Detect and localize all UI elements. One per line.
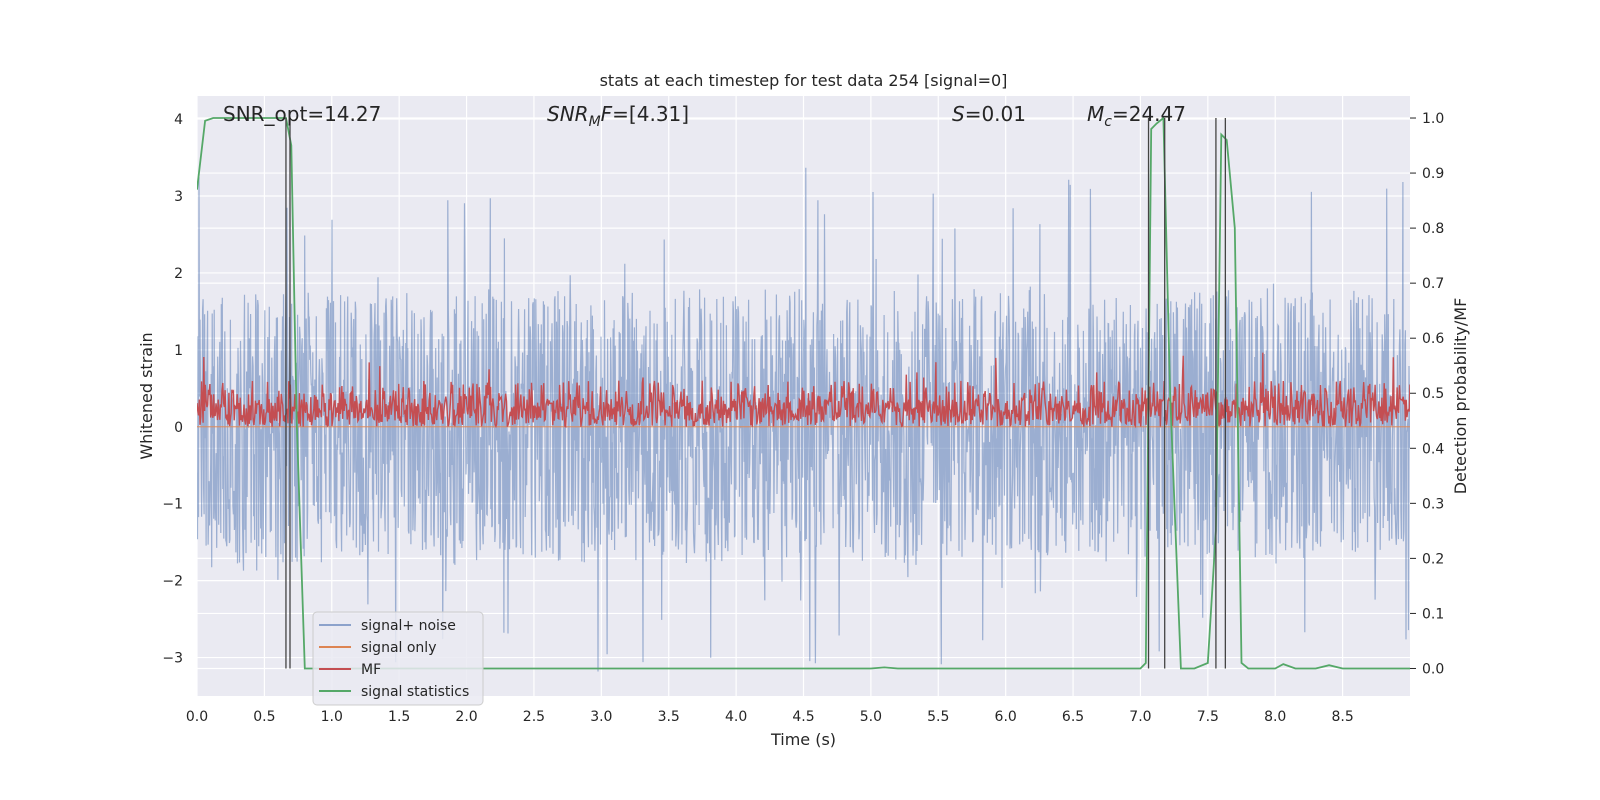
- y-tick-label: 4: [174, 112, 183, 128]
- y2-tick-label: 0.5: [1422, 386, 1444, 402]
- x-tick-label: 7.0: [1129, 709, 1151, 725]
- series-signal-statistics: [197, 116, 1410, 670]
- x-axis-label: Time (s): [770, 730, 836, 749]
- y-axis-label: Whitened strain: [137, 332, 156, 459]
- x-tick-label: 6.5: [1062, 709, 1084, 725]
- y-tick-label: 2: [174, 266, 183, 282]
- annotation-s-value: =0.01: [965, 102, 1026, 126]
- x-tick-label: 8.0: [1264, 709, 1286, 725]
- y-tick-label: −3: [162, 651, 183, 667]
- x-tick-label: 4.5: [792, 709, 814, 725]
- annotation-snr-mf-sub: M: [589, 114, 601, 130]
- annotation-mc-sub: c: [1104, 114, 1112, 130]
- annotation-snr-mf-italic2: F: [601, 102, 613, 126]
- x-tick-label: 0.0: [186, 709, 208, 725]
- annotation-mc-italic: M: [1087, 102, 1104, 126]
- x-tick-label: 8.5: [1331, 709, 1353, 725]
- series-signal-noise: [197, 167, 1410, 672]
- x-tick-label: 1.0: [321, 709, 343, 725]
- annotation-snr-mf-value: =[4.31]: [612, 102, 689, 126]
- x-tick-label: 2.0: [455, 709, 477, 725]
- axes-layer: 0.0 0.5 1.0 1.5 2.0 2.5 3.0 3.5 4.0 4.5 5.0 5.5 6.0 6…: [162, 111, 1444, 725]
- annotation-mc-value: =24.47: [1112, 102, 1186, 126]
- y2-axis-label: Detection probability/MF: [1451, 298, 1470, 495]
- x-tick-label: 2.5: [523, 709, 545, 725]
- legend-entry-label: signal statistics: [361, 684, 469, 700]
- y2-tick-label: 0.0: [1422, 661, 1444, 677]
- x-tick-label: 4.0: [725, 709, 747, 725]
- y2-tick-label: 0.3: [1422, 496, 1444, 512]
- legend: signal+ noise signal only MF signal statist…: [312, 611, 484, 706]
- y2-tick-label: 0.1: [1422, 606, 1444, 622]
- annotation-snr-mf-italic: SNR: [547, 102, 589, 126]
- y2-tick-label: 0.6: [1422, 331, 1444, 347]
- y2-tick-label: 0.4: [1422, 441, 1444, 457]
- annotation-s-italic: S: [952, 102, 965, 126]
- y2-tick-label: 0.7: [1422, 276, 1444, 292]
- y-tick-label: −1: [162, 497, 183, 513]
- annotation-snr-opt: SNR_opt=14.27: [223, 102, 381, 126]
- y-tick-label: −2: [162, 574, 183, 590]
- x-tick-label: 1.5: [388, 709, 410, 725]
- y-tick-label: 0: [174, 420, 183, 436]
- y2-tick-label: 0.9: [1422, 166, 1444, 182]
- annotation-s: S=0.01: [952, 102, 1026, 126]
- x-tick-label: 5.5: [927, 709, 949, 725]
- legend-entry-label: MF: [361, 662, 381, 678]
- annotation-snr-mf: SNRMF=[4.31]: [547, 102, 689, 130]
- x-tick-label: 3.0: [590, 709, 612, 725]
- legend-box: [312, 611, 484, 706]
- series-layer: [197, 116, 1410, 672]
- y2-tick-label: 0.2: [1422, 551, 1444, 567]
- y2-tick-label: 0.8: [1422, 221, 1444, 237]
- x-tick-label: 7.5: [1197, 709, 1219, 725]
- y2-tick-label: 1.0: [1422, 111, 1444, 127]
- y-tick-label: 1: [174, 343, 183, 359]
- annotation-mc: Mc=24.47: [1087, 102, 1186, 130]
- legend-entry-label: signal only: [361, 640, 436, 656]
- legend-entry-label: signal+ noise: [361, 618, 456, 634]
- x-tick-label: 0.5: [253, 709, 275, 725]
- x-tick-label: 6.0: [995, 709, 1017, 725]
- y-tick-label: 3: [174, 189, 183, 205]
- x-tick-label: 5.0: [860, 709, 882, 725]
- series-mf: [197, 352, 1410, 429]
- chart-title: stats at each timestep for test data 254…: [600, 71, 1008, 90]
- x-tick-label: 3.5: [658, 709, 680, 725]
